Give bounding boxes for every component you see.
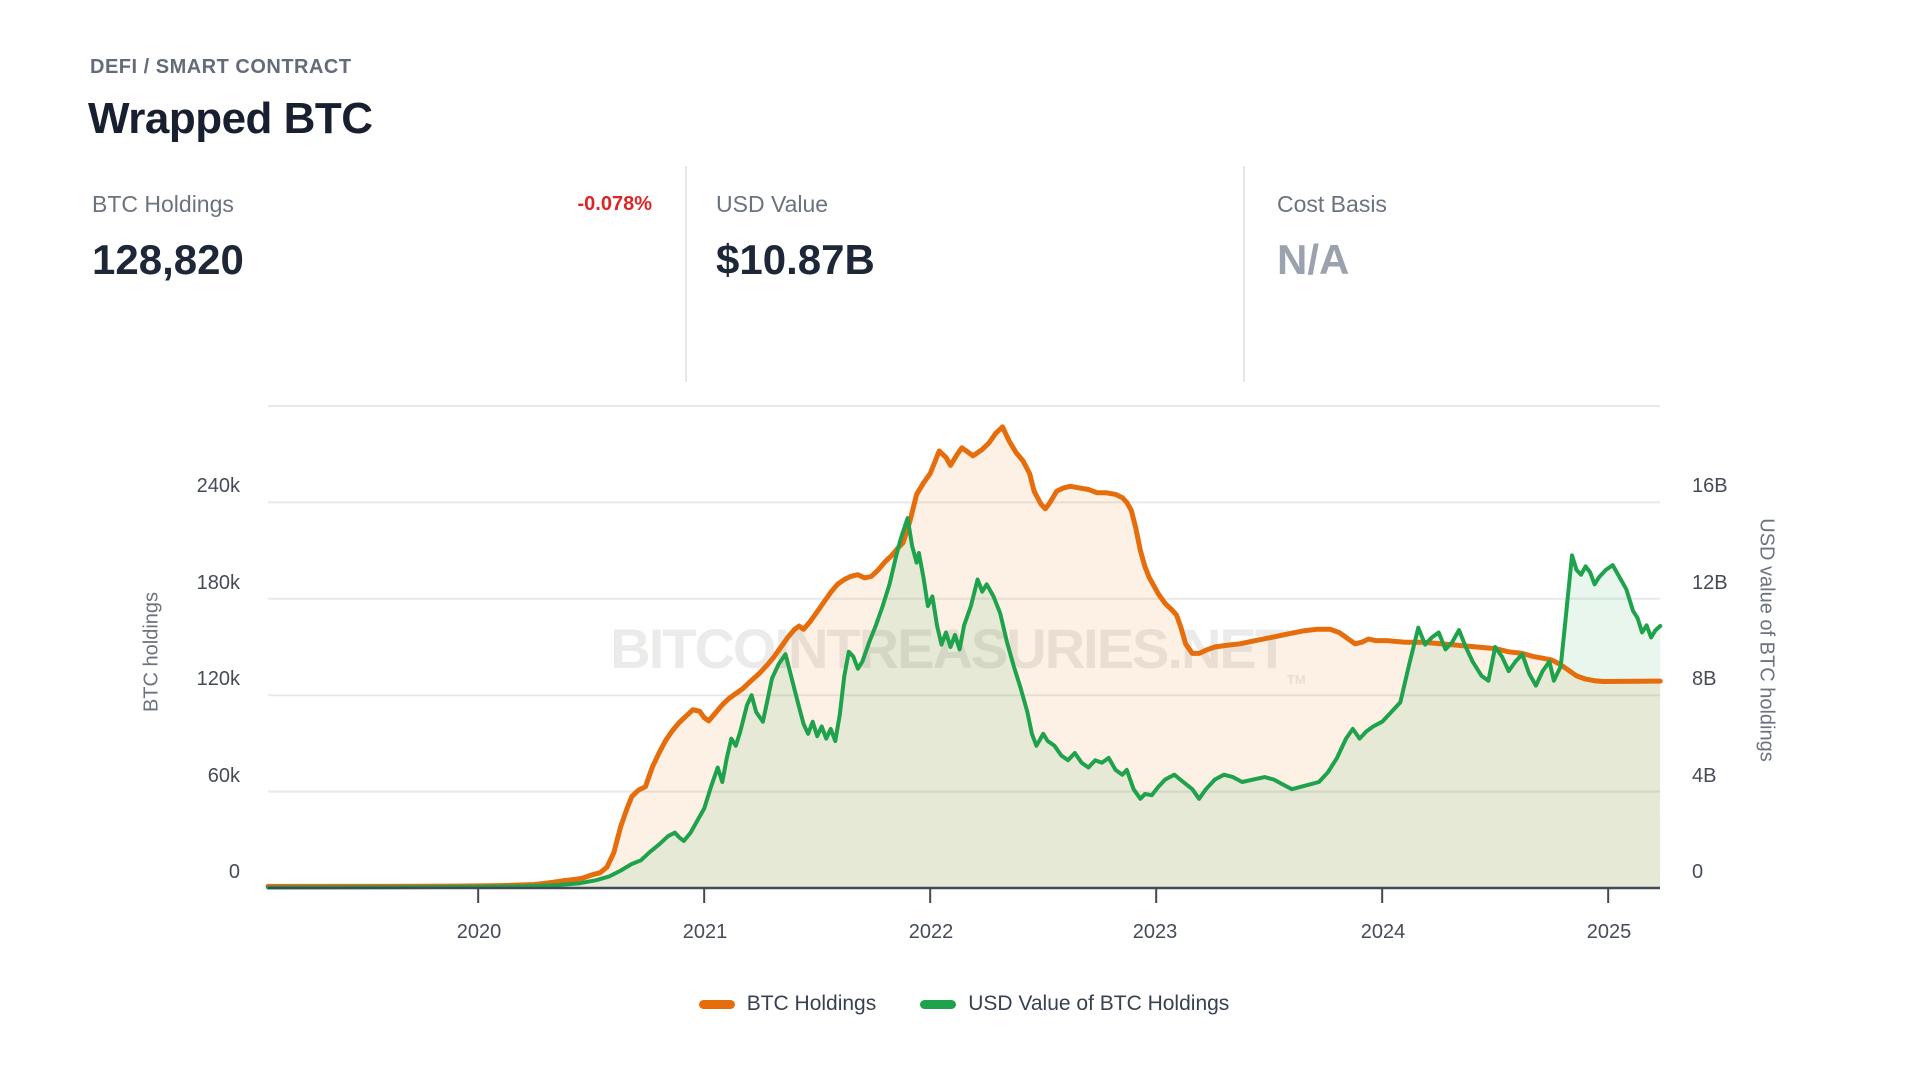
stats-divider — [1243, 166, 1245, 382]
btc-holdings-swatch-icon — [698, 999, 735, 1009]
right-axis-tick: 4B — [1692, 765, 1717, 787]
usd-value-swatch-icon — [920, 999, 957, 1009]
left-axis-tick: 180k — [196, 572, 240, 594]
legend-item-usd-value[interactable]: USD Value of BTC Holdings — [920, 992, 1229, 1016]
x-axis-tick: 2021 — [682, 921, 728, 943]
breadcrumb: DEFI / SMART CONTRACT — [90, 56, 352, 78]
stats-divider — [685, 166, 687, 382]
chart-legend: BTC Holdings USD Value of BTC Holdings — [268, 992, 1660, 1016]
right-axis-title: USD value of BTC holdings — [1755, 518, 1778, 762]
change-badge: -0.078% — [577, 193, 653, 215]
btc-holdings-label: BTC Holdings — [92, 191, 234, 217]
legend-item-btc-holdings[interactable]: BTC Holdings — [698, 992, 877, 1016]
x-axis-tick: 2020 — [456, 921, 502, 943]
left-axis-tick: 240k — [196, 475, 240, 497]
right-axis-tick: 16B — [1692, 475, 1728, 497]
cost-basis-label: Cost Basis — [1277, 191, 1387, 217]
x-axis-tick: 2025 — [1586, 921, 1632, 943]
left-axis-tick: 60k — [207, 765, 240, 787]
left-axis-title: BTC holdings — [140, 591, 163, 713]
btc-holdings-value: 128,820 — [92, 236, 244, 283]
usd-value-label: USD Value — [716, 191, 829, 217]
right-axis-tick: 0 — [1692, 861, 1704, 883]
x-axis-tick: 2022 — [908, 921, 954, 943]
x-axis-tick: 2023 — [1132, 921, 1178, 943]
legend-label: USD Value of BTC Holdings — [968, 992, 1230, 1015]
right-axis-tick: 12B — [1692, 572, 1728, 594]
x-axis-tick: 2024 — [1360, 921, 1406, 943]
legend-label: BTC Holdings — [746, 992, 877, 1015]
cost-basis-value: N/A — [1277, 236, 1350, 283]
right-axis-tick: 8B — [1692, 668, 1717, 690]
left-axis-tick: 120k — [196, 668, 240, 690]
left-axis-tick: 0 — [228, 861, 240, 883]
usd-value-value: $10.87B — [716, 236, 875, 283]
page-title: Wrapped BTC — [88, 94, 373, 143]
